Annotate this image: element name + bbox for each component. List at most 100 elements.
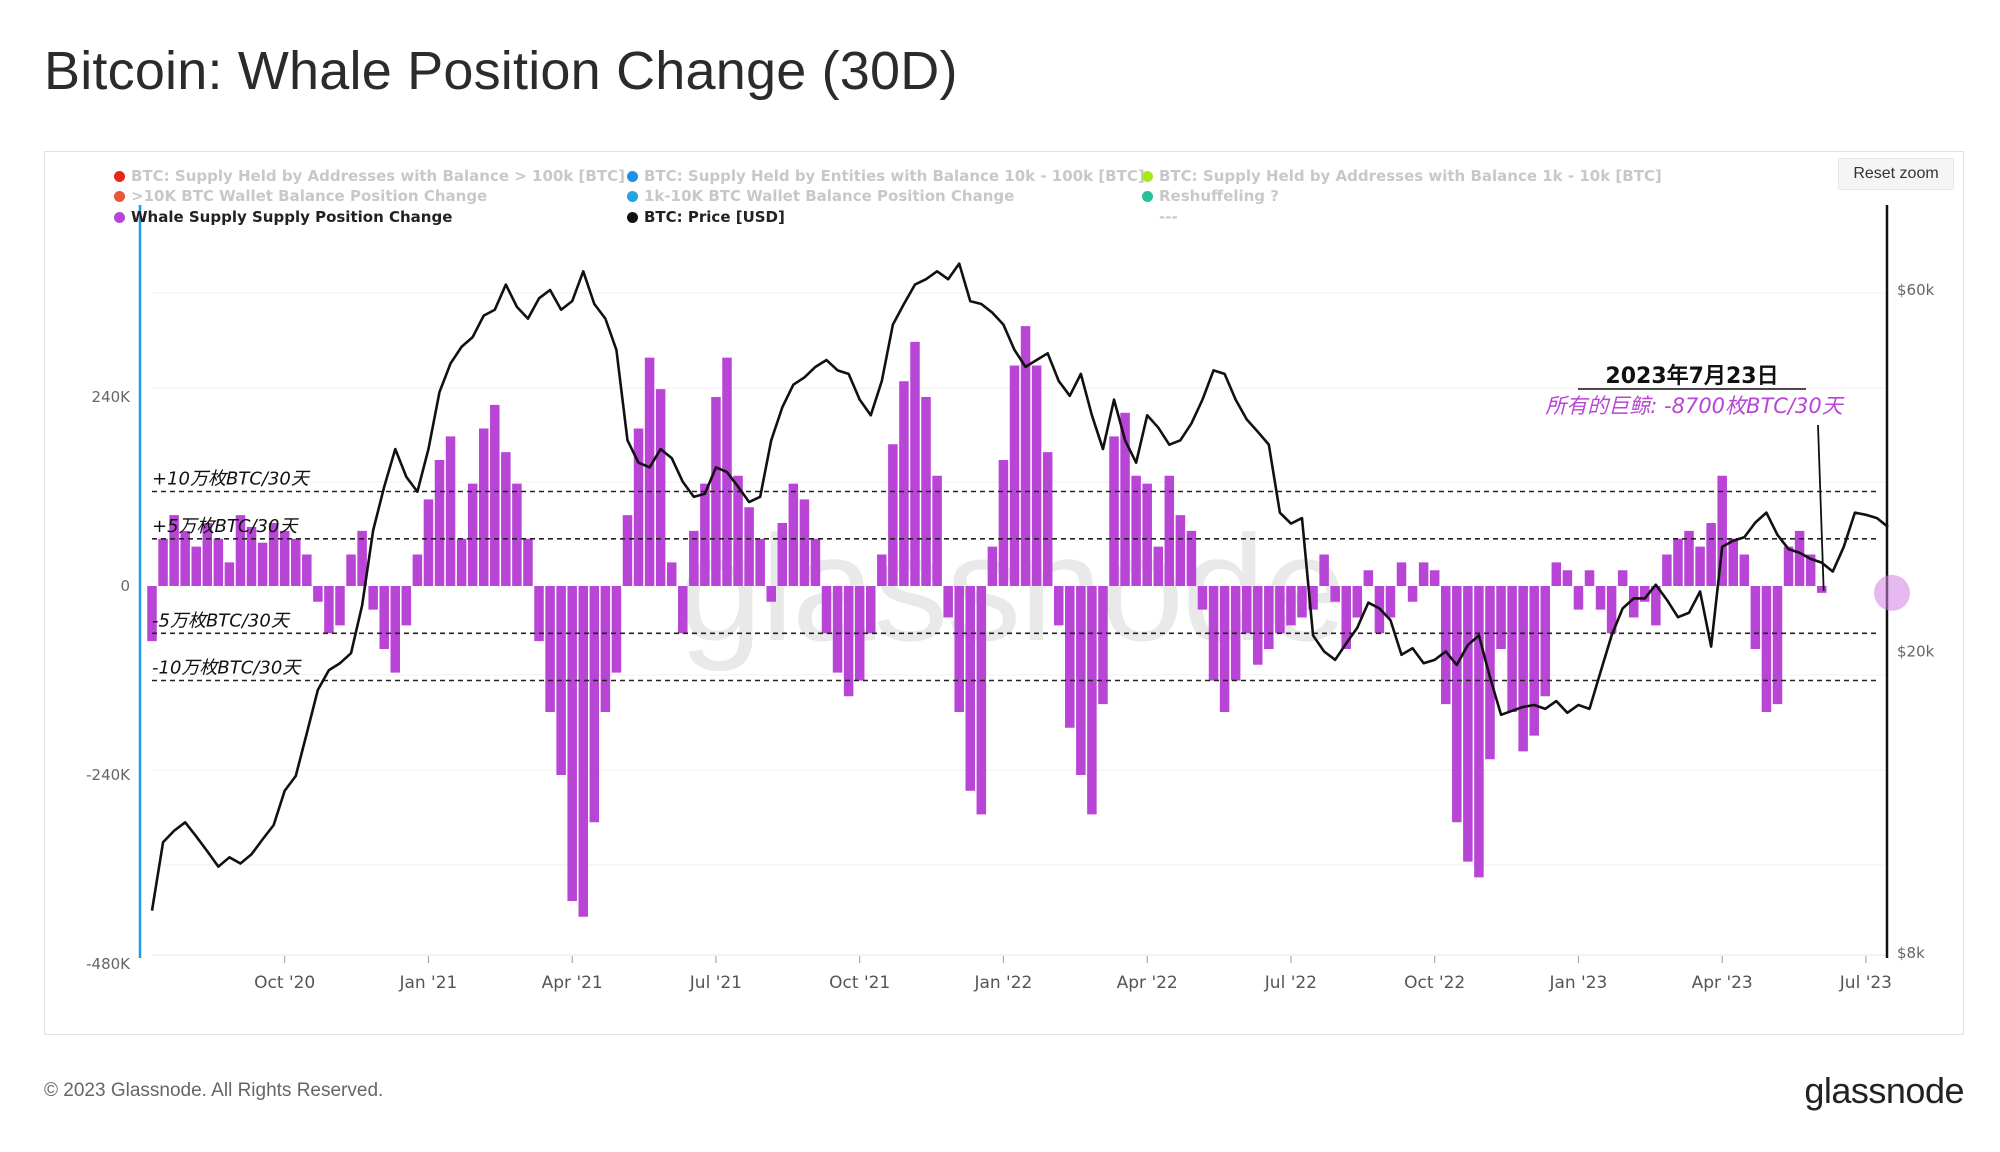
reference-line-label: +10万枚BTC/30天 [152,469,311,490]
whale-position-bar [1341,586,1351,649]
whale-position-bar [1031,365,1042,586]
legend-dot-icon [627,191,638,202]
whale-position-bar [733,475,743,586]
highlight-circle [1874,574,1910,611]
legend-item[interactable]: BTC: Supply Held by Addresses with Balan… [1142,167,1662,185]
whale-position-bar [1109,436,1119,587]
x-axis-tick-label: Apr '23 [1692,973,1753,993]
whale-position-bar [1640,586,1650,602]
whale-position-bar [291,538,301,586]
legend-item[interactable]: Whale Supply Supply Position Change [114,208,452,226]
whale-position-bar [313,586,323,602]
footer-copyright: © 2023 Glassnode. All Rights Reserved. [44,1080,384,1101]
right-axis-tick-label: $60k [1897,281,1935,299]
price-layer [150,262,1889,911]
x-axis-tick-label: Oct '20 [254,973,315,993]
whale-position-bar [1363,570,1374,586]
whale-position-bar [1319,554,1329,586]
legend-dot-icon [114,212,125,223]
whale-position-bar [1551,562,1562,587]
whale-position-bar [445,436,456,587]
whale-position-bar [998,460,1009,586]
whale-position-bar [666,562,677,587]
whale-position-bar [1385,586,1396,618]
left-axis-tick-label: 240K [92,388,132,406]
whale-position-bar [1120,412,1130,586]
legend-item[interactable]: BTC: Supply Held by Entities with Balanc… [627,167,1145,185]
whale-position-bar [821,586,832,634]
whale-position-bar [1418,562,1429,587]
whale-position-bar [1142,483,1152,587]
whale-position-bar [1507,586,1517,712]
whale-position-bar [1706,523,1716,586]
whale-position-bar [335,586,345,626]
whale-position-bar [1617,570,1628,586]
whale-position-bar [766,586,776,602]
whale-position-bar [379,586,389,649]
whale-position-bar [954,586,964,712]
whale-position-bar [1562,570,1573,586]
whale-position-bar [1264,586,1274,649]
whale-position-bar [1805,554,1816,586]
whale-position-bar [1352,586,1363,618]
whale-position-bar [589,586,600,823]
legend-label: >10K BTC Wallet Balance Position Change [131,187,488,205]
x-axis-tick-label: Apr '21 [542,973,603,993]
legend-item[interactable]: 1k-10K BTC Wallet Balance Position Chang… [627,187,1014,205]
whale-position-bar [1584,570,1595,586]
whale-position-bar [202,523,213,586]
whale-position-bar [987,546,998,587]
whale-position-bar [1153,546,1164,587]
whale-position-bar [1297,586,1307,618]
whale-position-bar [1606,586,1617,634]
x-axis-tick-label: Jul '22 [1264,973,1317,993]
whale-position-bar [456,538,467,586]
whale-position-bar [578,586,589,917]
legend-label: Reshuffeling ? [1159,187,1279,205]
whale-position-bar [534,586,544,642]
whale-position-bar [888,444,898,586]
whale-position-bar [1020,326,1031,587]
whale-position-bar [246,526,257,586]
legend-item[interactable]: >10K BTC Wallet Balance Position Change [114,187,487,205]
legend-item[interactable]: Reshuffeling ? [1142,187,1279,205]
whale-position-bar [965,586,976,791]
whale-position-bar [1131,475,1141,586]
reset-zoom-button[interactable]: Reset zoom [1838,158,1954,190]
whale-position-bar [1794,530,1805,587]
whale-position-bar [1065,586,1075,728]
x-axis-tick-label: Jan '21 [398,973,457,993]
whale-position-bar [1407,586,1418,602]
whale-position-bar [1087,586,1097,815]
whale-position-bar [1684,530,1694,587]
whale-position-bar [324,586,334,634]
whale-position-bar [346,554,356,586]
legend-item[interactable]: BTC: Price [USD] [627,208,785,226]
whale-position-bar [1717,475,1727,586]
whale-position-bar [1474,586,1484,878]
whale-position-bar [755,538,765,586]
whale-position-bar [1441,586,1451,705]
whale-position-bar [777,523,788,586]
whale-position-bar [1573,586,1584,610]
whale-position-bar [501,452,511,587]
btc-price-line [150,262,1889,911]
whale-position-bar [191,546,201,587]
whale-position-bar [1098,586,1108,705]
whale-position-bar [877,554,887,586]
whale-position-bar [512,483,522,587]
legend-item[interactable]: --- [1159,208,1178,226]
legend-label: 1k-10K BTC Wallet Balance Position Chang… [644,187,1015,205]
whale-position-bar [655,389,666,587]
whale-position-bar [976,586,987,815]
chart-frame [44,151,1964,1035]
whale-position-bar [1540,586,1551,697]
legend-item[interactable]: BTC: Supply Held by Addresses with Balan… [114,167,625,185]
annotation-date: 2023年7月23日 [1605,363,1778,389]
legend-dot-icon [1142,191,1153,202]
right-axis-tick-label: $8k [1897,944,1925,962]
x-axis-tick-label: Jan '23 [1548,973,1607,993]
whale-position-bar [567,586,577,901]
whale-position-bar [810,538,821,586]
whale-position-bar [1496,586,1506,649]
